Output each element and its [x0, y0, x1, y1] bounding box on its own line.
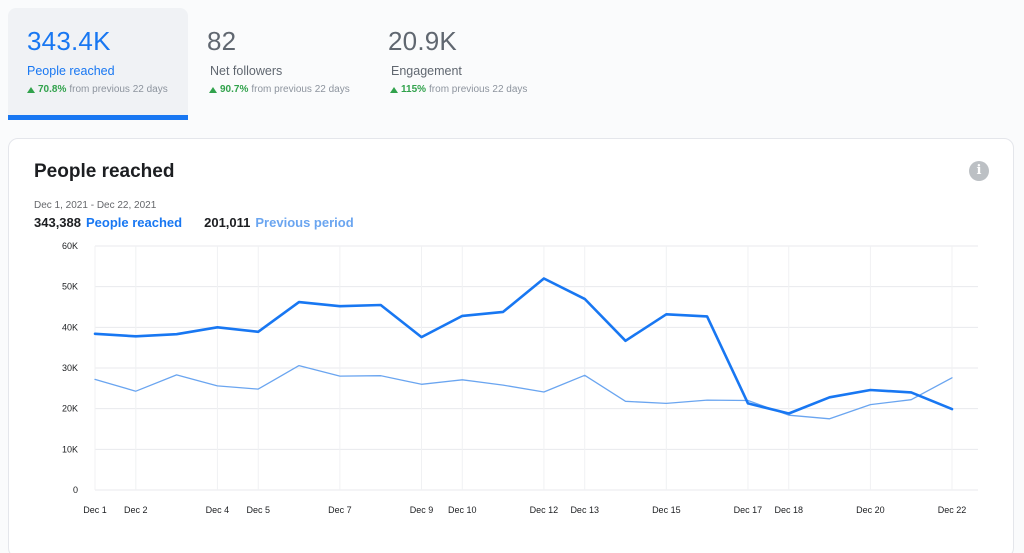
delta-percent: 115%	[401, 84, 427, 95]
chart-legend: 343,388 People reached 201,011 Previous …	[34, 215, 354, 230]
x-tick-label: Dec 7	[328, 505, 352, 515]
x-tick-label: Dec 17	[734, 505, 763, 515]
active-tab-indicator	[8, 115, 188, 120]
tab-label: People reached	[27, 64, 115, 78]
y-tick-label: 40K	[62, 322, 78, 332]
tab-delta: 70.8% from previous 22 days	[27, 84, 188, 95]
card-title: People reached	[34, 161, 175, 182]
x-tick-label: Dec 5	[246, 505, 270, 515]
x-tick-label: Dec 20	[856, 505, 885, 515]
tab-delta: 90.7% from previous 22 days	[209, 84, 377, 95]
tab-delta: 115% from previous 22 days	[390, 84, 558, 95]
date-range: Dec 1, 2021 - Dec 22, 2021	[34, 200, 157, 211]
x-tick-label: Dec 12	[530, 505, 559, 515]
y-tick-label: 60K	[62, 241, 78, 251]
arrow-up-icon	[390, 86, 398, 93]
chart-series	[93, 277, 954, 420]
legend-current-label[interactable]: People reached	[86, 215, 183, 230]
arrow-up-icon	[27, 86, 35, 93]
y-axis: 0 10K 20K 30K 40K 50K 60K	[62, 241, 78, 495]
delta-suffix: from previous 22 days	[251, 84, 350, 95]
series-line-people-reached[interactable]	[93, 277, 954, 415]
delta-percent: 90.7%	[220, 84, 249, 95]
x-tick-label: Dec 2	[124, 505, 148, 515]
x-tick-label: Dec 18	[774, 505, 803, 515]
x-tick-label: Dec 4	[206, 505, 230, 515]
tab-value: 82	[207, 26, 237, 56]
legend-previous-label[interactable]: Previous period	[255, 215, 354, 230]
x-tick-label: Dec 15	[652, 505, 681, 515]
tab-label: Engagement	[391, 64, 462, 78]
y-tick-label: 50K	[62, 282, 78, 292]
info-icon[interactable]: i	[969, 161, 989, 181]
metric-tabs: 343.4K People reached 70.8% from previou…	[8, 8, 1008, 122]
delta-percent: 70.8%	[38, 84, 67, 95]
current-total: 343,388	[34, 215, 81, 230]
y-tick-label: 10K	[62, 444, 78, 454]
y-tick-label: 30K	[62, 363, 78, 373]
tab-net-followers[interactable]: 82 Net followers 90.7% from previous 22 …	[207, 8, 377, 120]
y-tick-label: 20K	[62, 404, 78, 414]
x-tick-label: Dec 13	[570, 505, 599, 515]
x-axis: Dec 1 Dec 2 Dec 4 Dec 5 Dec 7 Dec 9 Dec 10 Dec …	[83, 505, 966, 515]
people-reached-card: People reached i Dec 1, 2021 - Dec 22, 2…	[8, 138, 1014, 553]
x-tick-label: Dec 22	[938, 505, 967, 515]
tab-value: 20.9K	[388, 26, 457, 56]
series-line-previous-period[interactable]	[94, 364, 953, 420]
previous-total: 201,011	[204, 215, 251, 230]
tab-engagement[interactable]: 20.9K Engagement 115% from previous 22 d…	[388, 8, 558, 120]
delta-suffix: from previous 22 days	[69, 84, 168, 95]
chart-grid	[94, 245, 978, 491]
arrow-up-icon	[209, 86, 217, 93]
x-tick-label: Dec 1	[83, 505, 107, 515]
tab-value: 343.4K	[27, 26, 111, 56]
x-tick-label: Dec 9	[410, 505, 434, 515]
tab-people-reached[interactable]: 343.4K People reached 70.8% from previou…	[8, 8, 188, 120]
tab-label: Net followers	[210, 64, 283, 78]
delta-suffix: from previous 22 days	[429, 84, 528, 95]
y-tick-label: 0	[73, 485, 78, 495]
x-tick-label: Dec 10	[448, 505, 477, 515]
